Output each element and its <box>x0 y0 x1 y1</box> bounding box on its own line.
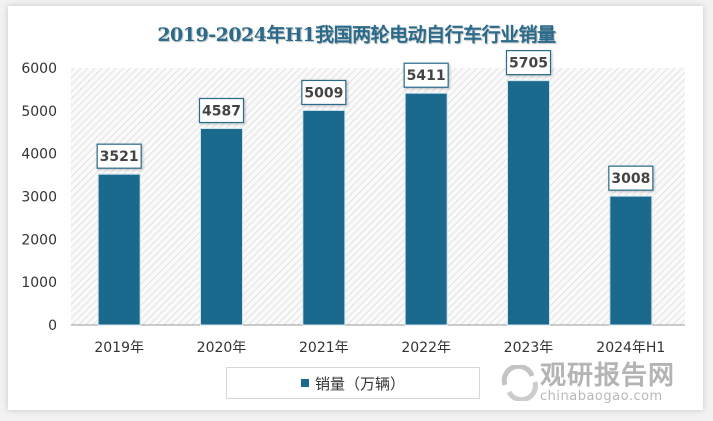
bar <box>200 128 243 326</box>
x-tick-label: 2024年H1 <box>596 340 665 356</box>
y-tick-label: 5000 <box>21 104 57 120</box>
x-tick-label: 2021年 <box>299 340 349 356</box>
data-label: 5705 <box>509 56 548 72</box>
y-tick-label: 6000 <box>21 61 57 77</box>
data-label-box <box>301 79 347 106</box>
data-label-box <box>505 50 552 76</box>
y-tick-label: 1000 <box>21 275 57 291</box>
x-tick-label: 2019年 <box>94 340 144 356</box>
y-tick-label: 4000 <box>21 147 57 163</box>
data-label-box <box>403 62 449 88</box>
logo-icon <box>501 365 538 401</box>
y-tick-label: 3000 <box>21 190 57 206</box>
data-label-box <box>96 143 142 169</box>
bar <box>609 195 653 326</box>
watermark-url: chinabaogao.com <box>540 389 663 404</box>
bar <box>404 92 448 326</box>
data-label: 5411 <box>407 68 446 84</box>
bar <box>97 173 141 326</box>
x-tick-label: 2022年 <box>401 340 451 356</box>
chart-title: 2019-2024年H1我国两轮电动自行车行业销量 <box>157 24 556 46</box>
y-tick-label: 2000 <box>21 232 57 248</box>
data-label: 4587 <box>202 104 241 120</box>
watermark-name: 观研报告网 <box>540 361 676 391</box>
legend-label: 销量（万辆） <box>314 374 405 393</box>
legend: 销量（万辆） <box>226 367 480 399</box>
x-tick-label: 2020年 <box>197 340 247 356</box>
plot-area <box>71 68 685 325</box>
y-tick-label: 0 <box>48 318 57 334</box>
data-label-box <box>608 165 654 191</box>
data-label: 3008 <box>611 171 650 187</box>
bar <box>302 109 346 326</box>
data-label-box <box>198 97 245 124</box>
data-label: 3521 <box>100 149 139 165</box>
data-label: 5009 <box>304 85 343 101</box>
bar <box>507 80 550 326</box>
watermark-logo: 观研报告网 chinabaogao.com <box>500 362 675 404</box>
x-tick-label: 2023年 <box>504 340 554 356</box>
legend-swatch <box>300 379 309 387</box>
